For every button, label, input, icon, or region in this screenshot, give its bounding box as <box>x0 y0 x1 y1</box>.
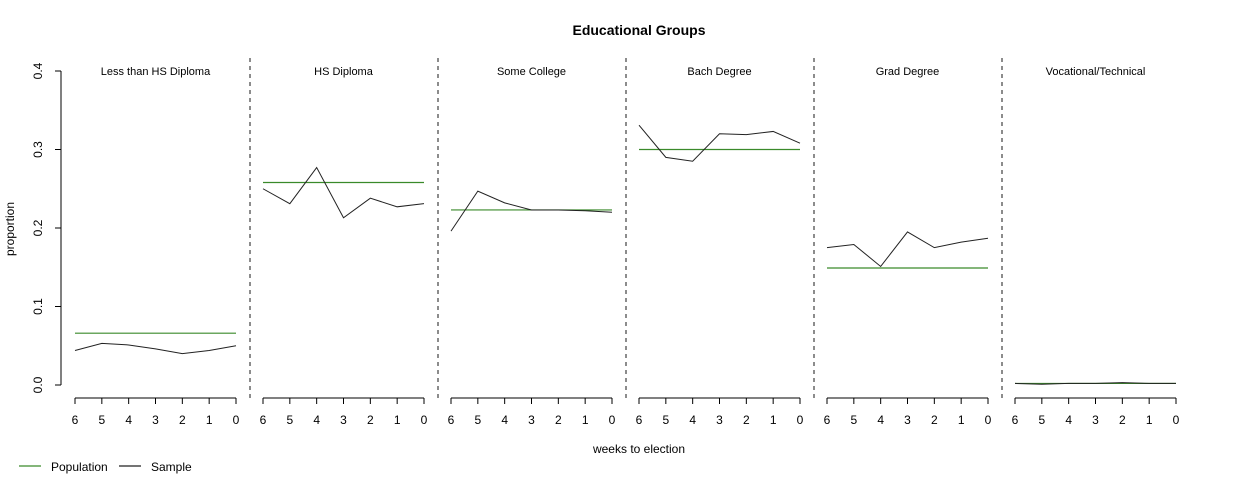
panel-3: Bach Degree 6 5 4 3 2 1 0 <box>636 58 815 427</box>
legend: Population Sample <box>19 460 192 474</box>
x-tick-label: 2 <box>555 413 562 427</box>
x-tick-label: 4 <box>877 413 884 427</box>
panel-title: Some College <box>497 66 566 78</box>
x-tick-label: 6 <box>72 413 79 427</box>
x-tick-label: 5 <box>474 413 481 427</box>
panels: Less than HS Diploma 6 5 4 3 2 1 0 HS Diploma 6 5 4… <box>72 58 1180 427</box>
x-tick-label: 0 <box>233 413 240 427</box>
x-tick-label: 0 <box>609 413 616 427</box>
x-tick-label: 0 <box>421 413 428 427</box>
y-tick-label: 0.0 <box>31 376 45 393</box>
x-tick-label: 3 <box>340 413 347 427</box>
x-tick-label: 6 <box>260 413 267 427</box>
panel-title: Grad Degree <box>876 66 940 78</box>
x-tick-label: 5 <box>850 413 857 427</box>
x-tick-label: 1 <box>582 413 589 427</box>
x-tick-label: 4 <box>125 413 132 427</box>
x-tick-label: 2 <box>1119 413 1126 427</box>
panel-4: Grad Degree 6 5 4 3 2 1 0 <box>824 58 1003 427</box>
sample-line <box>638 124 801 162</box>
x-axis-label: weeks to election <box>592 442 685 456</box>
x-tick-label: 6 <box>448 413 455 427</box>
x-tick-label: 6 <box>636 413 643 427</box>
x-tick-label: 4 <box>1065 413 1072 427</box>
x-tick-label: 4 <box>501 413 508 427</box>
panel-title: Less than HS Diploma <box>101 66 211 78</box>
legend-label: Sample <box>151 460 192 474</box>
x-tick-label: 2 <box>367 413 374 427</box>
panel-0: Less than HS Diploma 6 5 4 3 2 1 0 <box>72 58 251 427</box>
x-tick-label: 4 <box>689 413 696 427</box>
sample-line <box>826 231 989 268</box>
x-tick-label: 5 <box>98 413 105 427</box>
x-tick-label: 3 <box>528 413 535 427</box>
sample-line <box>262 166 425 219</box>
panel-5: Vocational/Technical 6 5 4 3 2 1 0 <box>1012 66 1180 427</box>
x-tick-label: 1 <box>958 413 965 427</box>
x-tick-label: 3 <box>152 413 159 427</box>
sample-line <box>74 342 237 355</box>
legend-label: Population <box>51 460 108 474</box>
y-tick-label: 0.2 <box>31 219 45 236</box>
x-tick-label: 5 <box>1038 413 1045 427</box>
chart-title: Educational Groups <box>572 22 705 38</box>
x-tick-label: 1 <box>206 413 213 427</box>
x-tick-label: 1 <box>1146 413 1153 427</box>
y-axis-label: proportion <box>3 202 17 256</box>
x-tick-label: 0 <box>797 413 804 427</box>
sample-line <box>1014 382 1176 385</box>
x-tick-label: 2 <box>743 413 750 427</box>
y-tick-label: 0.3 <box>31 141 45 158</box>
x-tick-label: 2 <box>179 413 186 427</box>
x-tick-label: 2 <box>931 413 938 427</box>
x-tick-label: 5 <box>662 413 669 427</box>
x-tick-label: 1 <box>394 413 401 427</box>
x-tick-label: 3 <box>716 413 723 427</box>
panel-title: HS Diploma <box>314 66 374 78</box>
x-tick-label: 5 <box>286 413 293 427</box>
panel-1: HS Diploma 6 5 4 3 2 1 0 <box>260 58 439 427</box>
x-tick-label: 3 <box>904 413 911 427</box>
sample-line <box>450 190 613 232</box>
x-tick-label: 4 <box>313 413 320 427</box>
x-tick-label: 0 <box>1173 413 1180 427</box>
y-tick-label: 0.1 <box>31 298 45 315</box>
x-tick-label: 1 <box>770 413 777 427</box>
panel-title: Bach Degree <box>687 66 751 78</box>
panel-title: Vocational/Technical <box>1046 66 1146 78</box>
x-tick-label: 0 <box>985 413 992 427</box>
y-tick-label: 0.4 <box>31 62 45 79</box>
panel-2: Some College 6 5 4 3 2 1 0 <box>448 58 627 427</box>
x-tick-label: 3 <box>1092 413 1099 427</box>
x-tick-label: 6 <box>1012 413 1019 427</box>
x-tick-label: 6 <box>824 413 831 427</box>
